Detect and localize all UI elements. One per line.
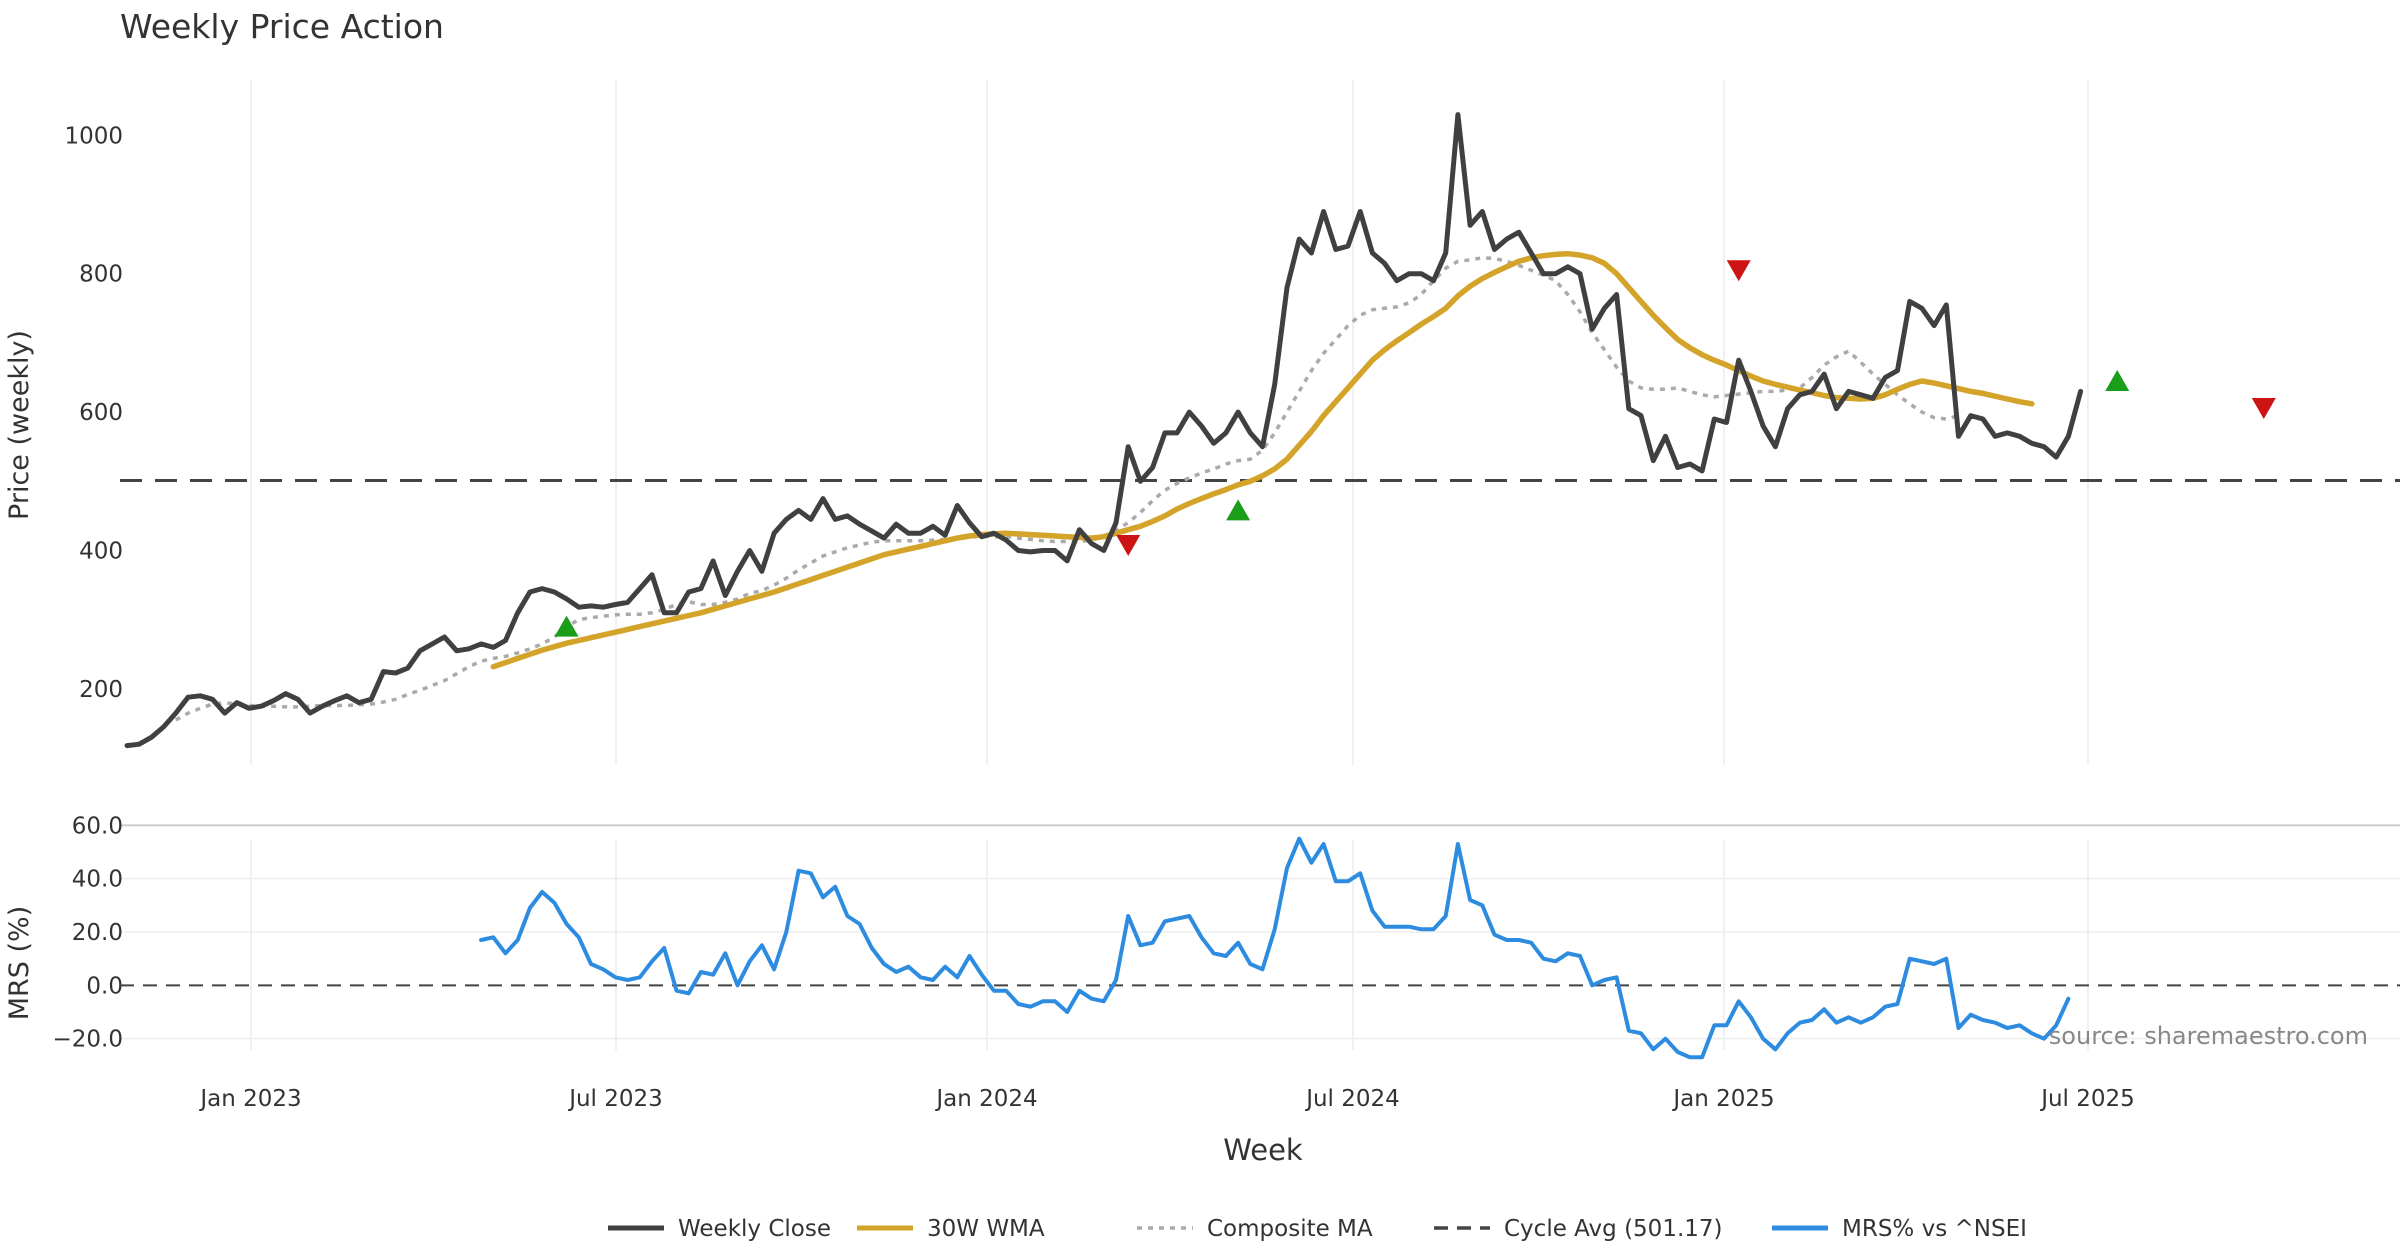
mrs-y-tick-label: −20.0: [53, 1027, 123, 1053]
legend-item: Cycle Avg (501.17): [1434, 1216, 1723, 1242]
legend-label: Cycle Avg (501.17): [1504, 1216, 1723, 1242]
mrs-panel: −20.0 0.0 20.0 40.0 60.0 MRS (%) source: sha…: [4, 813, 2400, 1060]
price-panel: 200 400 600 800 1000 Price (weekly): [4, 80, 2400, 765]
source-text: source: sharemaestro.com: [2049, 1022, 2368, 1050]
buy-signal-marker: [554, 615, 579, 637]
legend-label: 30W WMA: [927, 1216, 1045, 1242]
legend-label: Composite MA: [1207, 1216, 1373, 1242]
buy-signal-marker: [2105, 369, 2130, 391]
price-y-tick-label: 800: [79, 262, 123, 288]
x-tick-label: Jan 2025: [1671, 1086, 1774, 1112]
chart-title: Weekly Price Action: [120, 7, 444, 46]
x-tick-label: Jan 2024: [934, 1086, 1037, 1112]
price-y-axis: 200 400 600 800 1000: [64, 123, 123, 703]
sell-signal-marker: [1116, 534, 1141, 556]
price-gridlines: [250, 80, 2089, 765]
price-y-tick-label: 200: [79, 677, 123, 703]
weekly-close-line: [124, 112, 2084, 749]
x-axis: Jan 2023 Jul 2023 Jan 2024 Jul 2024 Jan 2025…: [198, 1086, 2134, 1112]
legend: Weekly Close 30W WMA Composite MA Cycle Avg…: [608, 1216, 2027, 1242]
x-tick-label: Jul 2024: [1304, 1086, 1400, 1112]
legend-label: MRS% vs ^NSEI: [1842, 1216, 2027, 1242]
x-tick-label: Jul 2025: [2039, 1086, 2135, 1112]
legend-label: Weekly Close: [678, 1216, 831, 1242]
composite-ma-line: [174, 256, 1959, 722]
price-y-tick-label: 400: [79, 539, 123, 565]
price-y-tick-label: 600: [79, 400, 123, 426]
price-y-axis-label: Price (weekly): [4, 330, 35, 520]
sell-signal-marker: [1726, 260, 1751, 282]
mrs-y-tick-label: 60.0: [72, 813, 123, 839]
mrs-y-tick-label: 20.0: [72, 920, 123, 946]
legend-item: 30W WMA: [857, 1216, 1045, 1242]
legend-item: Weekly Close: [608, 1216, 831, 1242]
mrs-gridlines: [120, 824, 2400, 1050]
legend-item: Composite MA: [1137, 1216, 1373, 1242]
signal-markers: [554, 260, 2276, 637]
x-tick-label: Jan 2023: [198, 1086, 301, 1112]
mrs-series-group: [479, 836, 2071, 1060]
mrs-y-axis-label: MRS (%): [4, 906, 35, 1021]
sell-signal-marker: [2251, 397, 2276, 419]
price-y-tick-label: 1000: [64, 123, 123, 149]
price-series-group: [124, 112, 2084, 749]
mrs-line: [479, 836, 2071, 1060]
legend-item: MRS% vs ^NSEI: [1772, 1216, 2027, 1242]
buy-signal-marker: [1226, 499, 1251, 521]
x-axis-label: Week: [1223, 1133, 1303, 1167]
mrs-y-tick-label: 40.0: [72, 867, 123, 893]
x-tick-label: Jul 2023: [567, 1086, 663, 1112]
wma-30w-line: [490, 250, 2035, 670]
mrs-y-axis: −20.0 0.0 20.0 40.0 60.0: [53, 813, 123, 1052]
mrs-y-tick-label: 0.0: [86, 973, 123, 999]
